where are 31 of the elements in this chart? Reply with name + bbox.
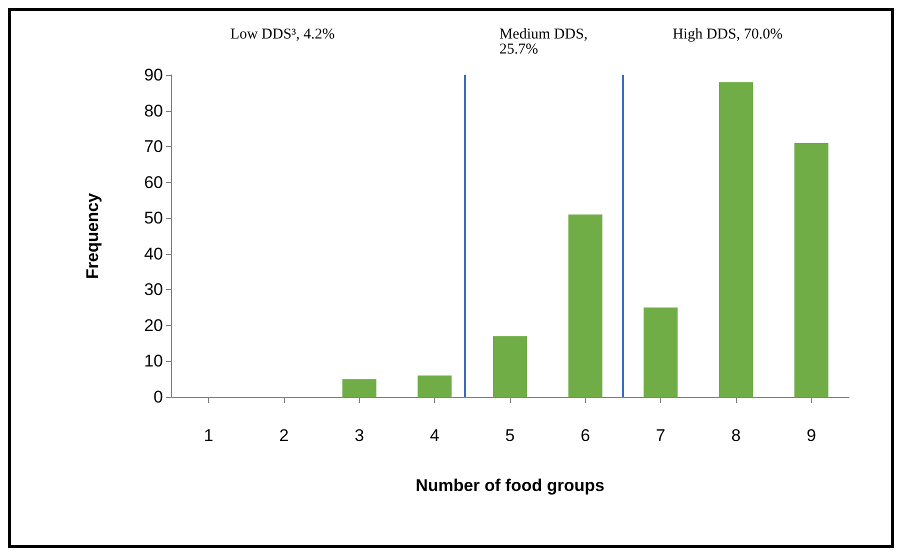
bar — [794, 142, 828, 397]
bar — [418, 376, 452, 397]
y-tick-label: 30 — [144, 280, 163, 300]
x-tick-label: 4 — [430, 426, 440, 445]
bar — [493, 336, 527, 397]
y-tick-label: 0 — [154, 388, 163, 406]
y-tick-label: 10 — [144, 352, 163, 371]
y-tick-label: 20 — [144, 316, 163, 335]
x-tick-label: 7 — [656, 426, 666, 445]
x-tick-label: 3 — [354, 426, 364, 445]
bar — [719, 82, 753, 397]
x-tick-label: 5 — [505, 426, 515, 445]
y-tick-label: 50 — [144, 208, 163, 228]
bar — [568, 214, 602, 397]
y-tick-label: 70 — [144, 137, 163, 156]
x-tick-label: 1 — [204, 426, 214, 445]
y-axis-title: Frequency — [83, 192, 102, 279]
bar — [644, 308, 678, 397]
y-tick-label: 40 — [144, 244, 163, 264]
bar — [342, 379, 376, 397]
x-tick-label: 9 — [806, 426, 816, 445]
x-tick-label: 8 — [731, 426, 741, 445]
x-axis-title: Number of food groups — [416, 476, 604, 495]
text: Low DDS³, 4.2% — [230, 26, 335, 42]
y-tick-label: 90 — [144, 66, 163, 84]
x-tick-label: 2 — [279, 426, 289, 445]
text: High DDS, 70.0% — [672, 26, 783, 42]
y-tick-label: 80 — [144, 101, 163, 120]
x-tick-label: 6 — [580, 426, 590, 445]
text: Medium DDS, 25.7% — [499, 26, 592, 58]
y-tick-label: 60 — [144, 172, 163, 192]
